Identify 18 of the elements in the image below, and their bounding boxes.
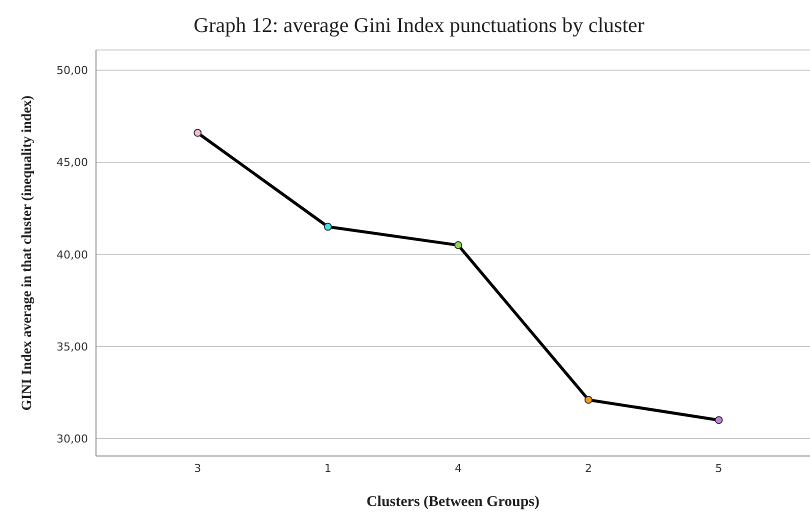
x-tick-label: 1 [324,462,332,475]
y-tick-label: 30,00 [56,432,88,446]
chart-title: Graph 12: average Gini Index punctuations by cluster [192,12,646,39]
point [194,128,202,137]
point [714,416,723,424]
point [584,396,593,404]
y-tick-label: 50,00 [56,64,88,78]
y-axis-title: GINI Index average in that cluster (inequality index) [20,95,35,411]
x-tick-label: 2 [585,462,592,475]
y-tick-label: 35,00 [56,340,88,354]
point [324,222,332,231]
x-tick-label: 4 [454,462,462,475]
point [454,241,462,250]
x-tick-label: 3 [194,462,202,475]
x-axis-title: Clusters (Between Groups) [366,494,540,510]
y-tick-label: 45,00 [56,156,88,170]
x-tick-label: 5 [715,462,722,475]
y-tick-label: 40,00 [56,248,88,262]
